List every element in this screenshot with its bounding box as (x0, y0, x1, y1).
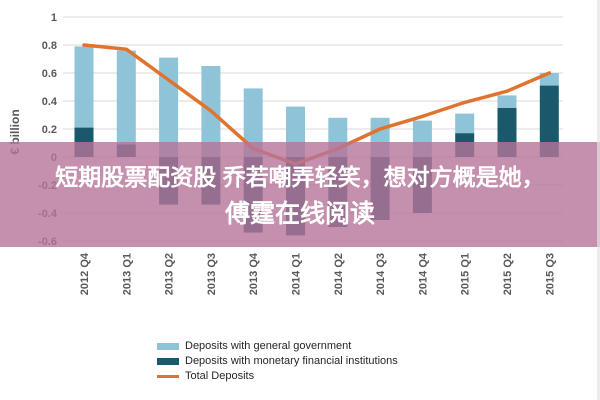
window-edge (597, 0, 600, 400)
x-tick-label: 2012 Q4 (79, 252, 91, 295)
bar-general-government (455, 113, 475, 134)
legend-swatch-total-deposits (157, 375, 179, 378)
y-tick-label: 0.2 (42, 124, 57, 136)
x-tick-label: 2014 Q1 (291, 253, 303, 295)
legend-swatch-general-government (157, 343, 179, 350)
x-tick-label: 2013 Q1 (121, 253, 133, 295)
x-tick-label: 2013 Q3 (206, 253, 218, 295)
x-tick-label: 2014 Q2 (333, 253, 345, 295)
legend-item-monetary-financial-institutions: Deposits with monetary financial institu… (157, 354, 398, 369)
x-tick-label: 2015 Q1 (460, 253, 472, 295)
text-overlay-banner: 短期股票配资股 乔若嘲弄轻笑，想对方概是她， 傅霆在线阅读 (0, 142, 600, 247)
y-tick-label: 0.4 (42, 96, 58, 108)
overlay-text-line2: 傅霆在线阅读 (224, 200, 375, 228)
legend-swatch-monetary-financial-institutions (157, 358, 179, 365)
legend-label-monetary-financial-institutions: Deposits with monetary financial institu… (185, 355, 398, 367)
chart-legend: Deposits with general government Deposit… (157, 339, 398, 384)
x-tick-label: 2014 Q3 (375, 253, 387, 295)
x-tick-label: 2013 Q2 (164, 253, 176, 295)
overlay-text-line1: 短期股票配资股 乔若嘲弄轻笑，想对方概是她， (55, 164, 545, 190)
bar-general-government (74, 46, 94, 128)
legend-label-total-deposits: Total Deposits (185, 370, 255, 382)
bar-monetary-financial-institutions (539, 85, 559, 157)
x-tick-label: 2015 Q3 (544, 253, 556, 295)
x-tick-label: 2015 Q2 (502, 253, 514, 295)
y-tick-label: 0.6 (42, 68, 57, 80)
legend-label-general-government: Deposits with general government (185, 340, 352, 352)
x-tick-label: 2013 Q4 (248, 252, 260, 295)
x-tick-label: 2014 Q4 (417, 252, 429, 295)
legend-item-general-government: Deposits with general government (157, 339, 398, 354)
bar-general-government (243, 88, 263, 157)
y-tick-label: 1 (51, 12, 57, 24)
bar-general-government (497, 95, 517, 108)
legend-item-total-deposits: Total Deposits (157, 369, 398, 384)
y-tick-label: 0.8 (42, 40, 57, 52)
bar-general-government (116, 50, 136, 145)
